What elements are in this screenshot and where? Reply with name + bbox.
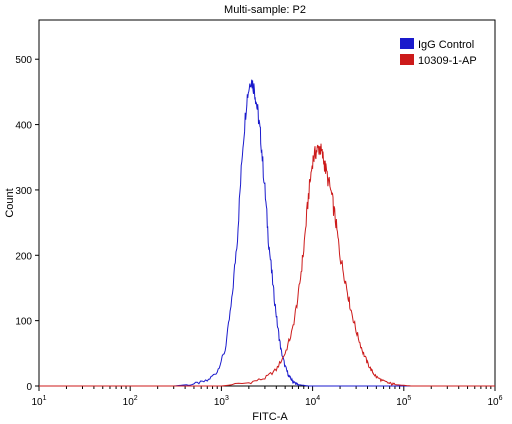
x-tick-base: 10 xyxy=(31,397,43,408)
y-tick-label: 300 xyxy=(15,186,32,197)
legend-label: 10309-1-AP xyxy=(418,55,477,67)
y-axis-label: Count xyxy=(4,188,16,217)
x-tick-exponent: 1 xyxy=(43,395,47,402)
x-tick-label: 102 xyxy=(123,395,138,408)
series-line-1 xyxy=(39,143,495,387)
x-tick-label: 101 xyxy=(31,395,46,408)
y-tick-label: 100 xyxy=(15,317,32,328)
y-tick-label: 0 xyxy=(26,382,32,393)
y-axis: 0 100 200 300 400 500 xyxy=(15,55,39,393)
x-tick-exponent: 4 xyxy=(316,395,320,402)
x-tick-label: 104 xyxy=(305,395,320,408)
y-tick-label: 400 xyxy=(15,121,32,132)
x-tick-exponent: 2 xyxy=(134,395,138,402)
legend-label: IgG Control xyxy=(418,39,474,51)
series-line-0 xyxy=(39,79,495,387)
legend-swatch xyxy=(400,38,414,49)
x-tick-exponent: 5 xyxy=(407,395,411,402)
legend: IgG Control 10309-1-AP xyxy=(400,38,477,67)
x-tick-base: 10 xyxy=(123,397,135,408)
x-tick-label: 103 xyxy=(214,395,229,408)
legend-swatch xyxy=(400,54,414,65)
x-tick-label: 106 xyxy=(487,395,502,408)
x-tick-base: 10 xyxy=(396,397,408,408)
y-tick-label: 500 xyxy=(15,55,32,66)
x-axis-label: FITC-A xyxy=(252,411,288,423)
series-layer xyxy=(39,79,495,387)
plot-frame xyxy=(38,19,496,387)
x-tick-base: 10 xyxy=(305,397,317,408)
y-tick-label: 200 xyxy=(15,251,32,262)
chart-title: Multi-sample: P2 xyxy=(224,4,306,16)
x-tick-exponent: 3 xyxy=(225,395,229,402)
x-tick-exponent: 6 xyxy=(499,395,503,402)
x-tick-base: 10 xyxy=(487,397,499,408)
x-axis: 101 102 103 104 105 106 xyxy=(31,386,503,408)
x-tick-label: 105 xyxy=(396,395,411,408)
x-tick-base: 10 xyxy=(214,397,226,408)
